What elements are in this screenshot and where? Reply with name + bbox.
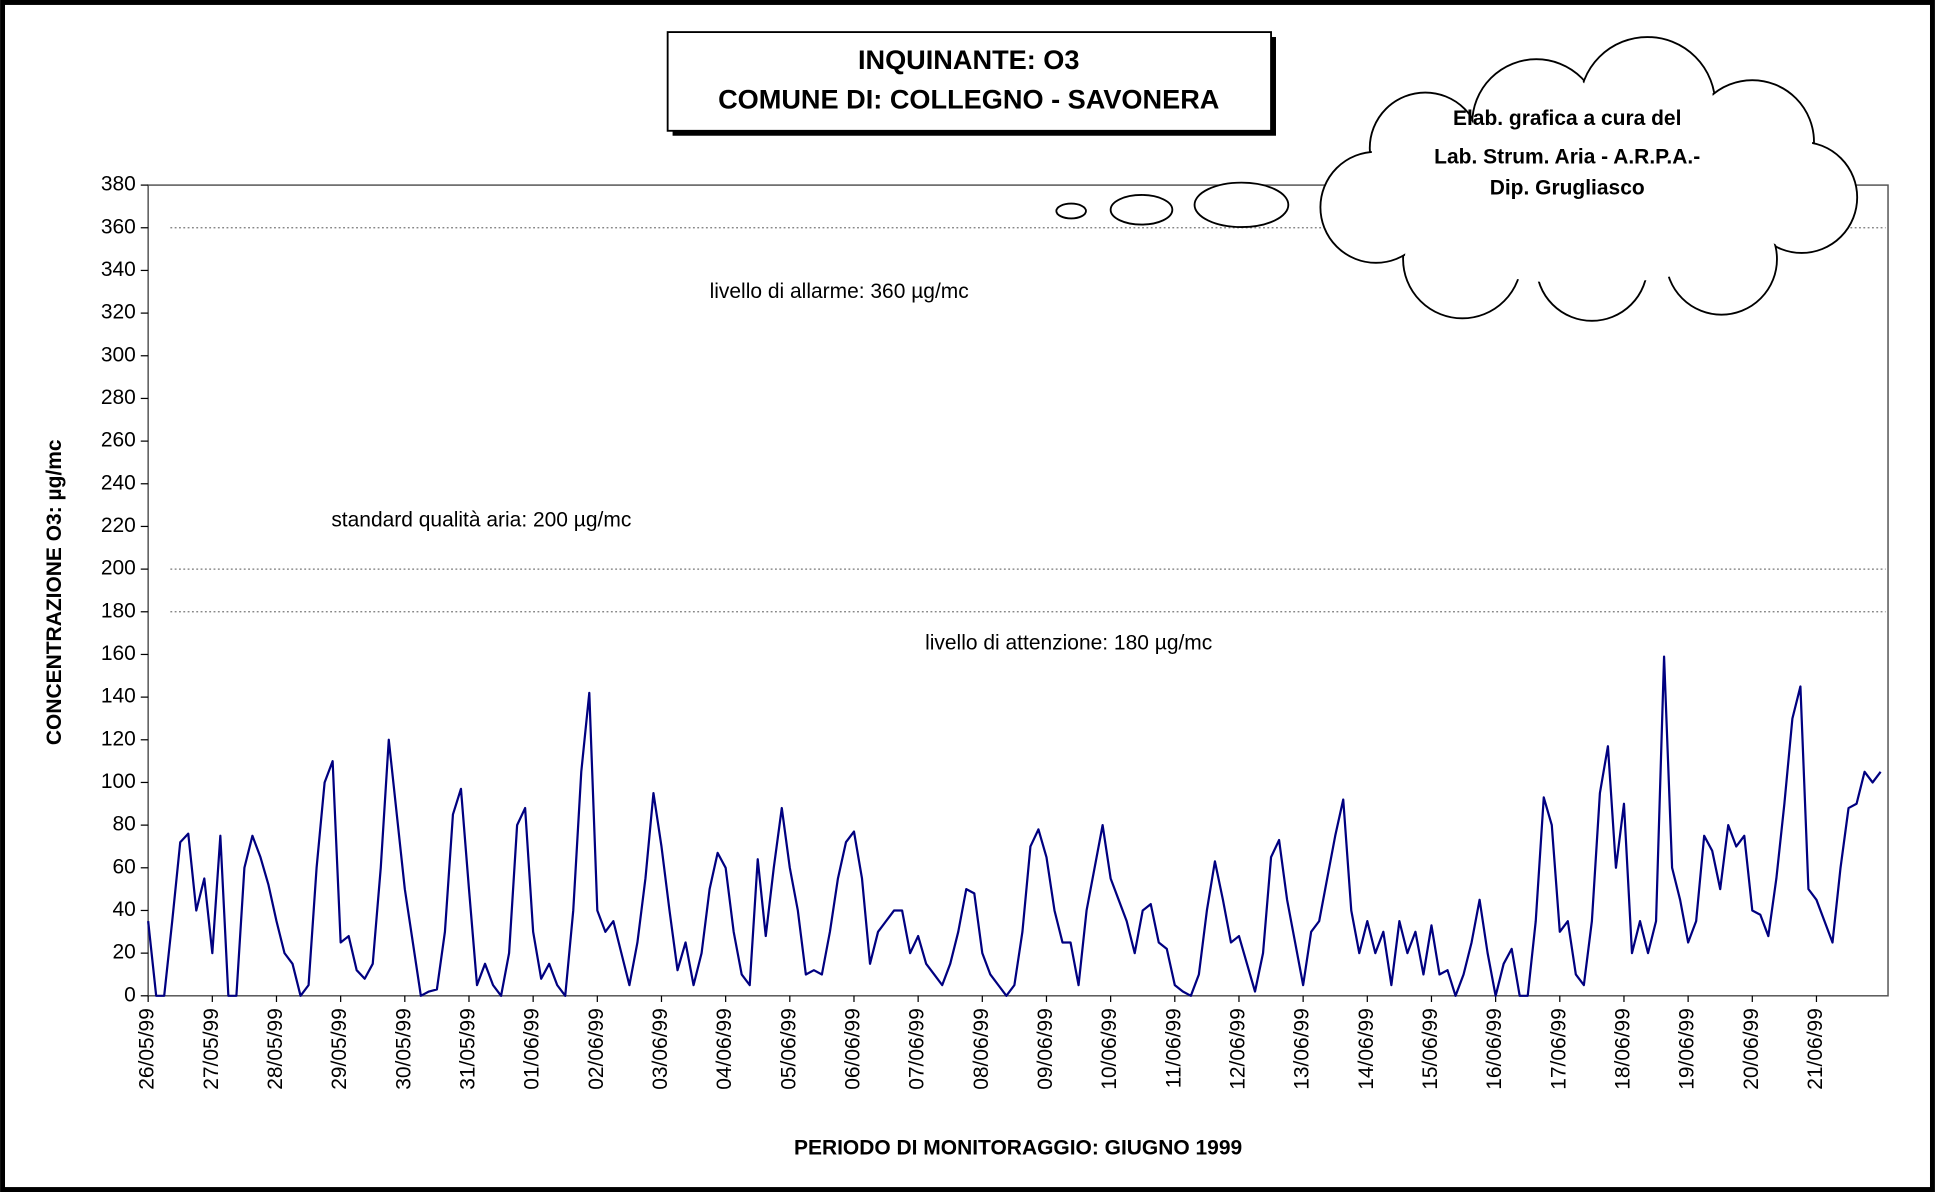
y-tick-label: 220 xyxy=(101,514,136,537)
y-tick-label: 120 xyxy=(101,727,136,750)
x-tick-label: 03/06/99 xyxy=(649,1008,672,1090)
note-line: Elab. grafica a cura del xyxy=(1453,107,1681,130)
reference-label: livello di attenzione: 180 µg/mc xyxy=(925,632,1212,655)
y-tick-label: 0 xyxy=(124,983,136,1006)
y-tick-label: 360 xyxy=(101,215,136,238)
y-tick-label: 200 xyxy=(101,557,136,580)
reference-label: standard qualità aria: 200 µg/mc xyxy=(331,508,631,531)
x-tick-label: 19/06/99 xyxy=(1676,1008,1699,1090)
x-tick-label: 15/06/99 xyxy=(1419,1008,1442,1090)
y-tick-label: 180 xyxy=(101,599,136,622)
x-tick-label: 14/06/99 xyxy=(1355,1008,1378,1090)
y-tick-label: 140 xyxy=(101,685,136,708)
note-line: Lab. Strum. Aria - A.R.P.A.- xyxy=(1434,145,1700,168)
y-tick-label: 60 xyxy=(112,855,135,878)
title-box xyxy=(666,31,1272,132)
x-tick-label: 31/05/99 xyxy=(457,1008,480,1090)
chart-subtitle: COMUNE DI: COLLEGNO - SAVONERA xyxy=(718,83,1219,114)
x-tick-label: 13/06/99 xyxy=(1291,1008,1314,1090)
x-tick-label: 05/06/99 xyxy=(777,1008,800,1090)
y-tick-label: 380 xyxy=(101,173,136,196)
y-tick-label: 300 xyxy=(101,343,136,366)
note-line: Dip. Grugliasco xyxy=(1490,176,1645,199)
y-tick-label: 320 xyxy=(101,301,136,324)
x-tick-label: 02/06/99 xyxy=(585,1008,608,1090)
x-tick-label: 01/06/99 xyxy=(521,1008,544,1090)
x-tick-label: 04/06/99 xyxy=(713,1008,736,1090)
y-tick-label: 280 xyxy=(101,386,136,409)
x-tick-label: 09/06/99 xyxy=(1034,1008,1057,1090)
y-tick-label: 340 xyxy=(101,258,136,281)
x-tick-label: 06/06/99 xyxy=(842,1008,865,1090)
x-tick-label: 07/06/99 xyxy=(906,1008,929,1090)
data-line xyxy=(147,655,1882,997)
y-tick-label: 80 xyxy=(112,813,135,836)
x-tick-label: 08/06/99 xyxy=(970,1008,993,1090)
y-tick-label: 100 xyxy=(101,770,136,793)
x-tick-label: 20/06/99 xyxy=(1740,1008,1763,1090)
y-tick-label: 240 xyxy=(101,471,136,494)
x-tick-label: 12/06/99 xyxy=(1227,1008,1250,1090)
cloud: Elab. grafica a cura del Lab. Strum. Ari… xyxy=(1055,36,1859,322)
y-tick-label: 260 xyxy=(101,429,136,452)
x-tick-label: 21/06/99 xyxy=(1804,1008,1827,1090)
x-tick-label: 28/05/99 xyxy=(264,1008,287,1090)
chart-title: INQUINANTE: O3 xyxy=(858,44,1080,75)
x-tick-label: 30/05/99 xyxy=(392,1008,415,1090)
y-tick-label: 20 xyxy=(112,941,135,964)
y-tick-label: 40 xyxy=(112,898,135,921)
x-tick-label: 17/06/99 xyxy=(1547,1008,1570,1090)
y-tick-label: 160 xyxy=(101,642,136,665)
x-tick-label: 16/06/99 xyxy=(1483,1008,1506,1090)
x-tick-label: 18/06/99 xyxy=(1612,1008,1635,1090)
y-axis-title: CONCENTRAZIONE O3: µg/mc xyxy=(43,439,66,745)
x-axis-title: PERIODO DI MONITORAGGIO: GIUGNO 1999 xyxy=(794,1136,1242,1159)
x-tick-label: 11/06/99 xyxy=(1162,1008,1185,1088)
x-tick-label: 10/06/99 xyxy=(1098,1008,1121,1090)
x-tick-label: 29/05/99 xyxy=(328,1008,351,1090)
reference-label: livello di allarme: 360 µg/mc xyxy=(710,280,969,303)
x-tick-label: 26/05/99 xyxy=(136,1008,159,1090)
x-tick-label: 27/05/99 xyxy=(200,1008,223,1090)
